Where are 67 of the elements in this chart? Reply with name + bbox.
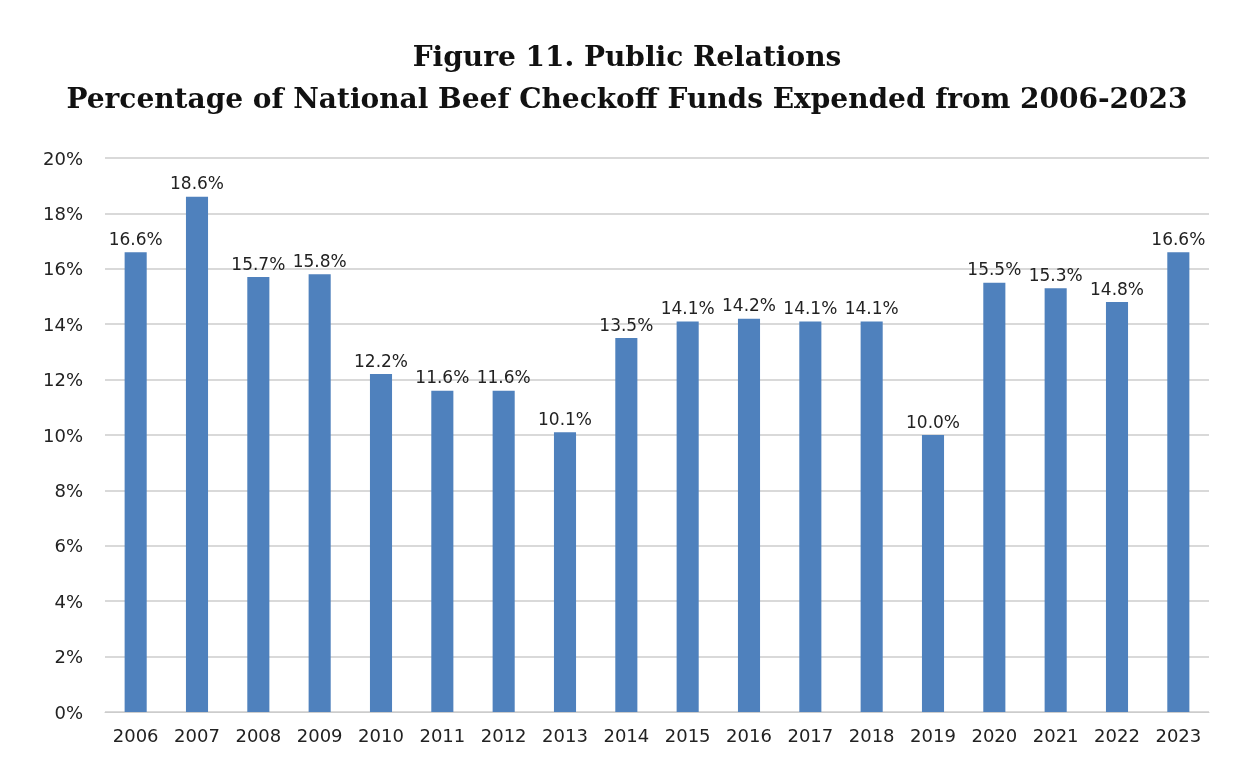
data-label: 10.0% bbox=[905, 411, 961, 432]
x-tick-label: 2021 bbox=[1032, 724, 1079, 746]
data-label: 15.7% bbox=[231, 253, 286, 274]
x-tick-label: 2011 bbox=[419, 724, 466, 746]
data-label: 11.6% bbox=[415, 367, 470, 388]
data-label: 16.6% bbox=[108, 228, 163, 249]
y-tick-label: 12% bbox=[42, 369, 83, 391]
chart-subtitle: Percentage of National Beef Checkoff Funds Expended from 2006-2023 bbox=[66, 81, 1188, 115]
data-label: 14.2% bbox=[721, 295, 777, 316]
x-tick-label: 2022 bbox=[1094, 724, 1140, 746]
x-tick-label: 2006 bbox=[112, 724, 159, 746]
bar bbox=[737, 318, 761, 712]
bar bbox=[983, 282, 1006, 712]
bar bbox=[615, 338, 638, 712]
bar bbox=[921, 435, 945, 712]
bar bbox=[308, 274, 331, 712]
y-tick-label: 8% bbox=[54, 479, 83, 501]
data-label: 12.2% bbox=[353, 350, 409, 371]
y-tick-label: 4% bbox=[54, 590, 83, 612]
data-label: 14.1% bbox=[783, 297, 838, 318]
bar bbox=[553, 432, 577, 712]
y-tick-label: 20% bbox=[42, 147, 83, 169]
data-label: 11.6% bbox=[476, 367, 531, 388]
data-label: 15.3% bbox=[1028, 264, 1083, 285]
bar bbox=[185, 196, 209, 712]
bar bbox=[1105, 302, 1129, 712]
y-tick-label: 18% bbox=[42, 202, 83, 224]
bar bbox=[247, 277, 270, 712]
chart-title: Figure 11. Public Relations bbox=[412, 39, 842, 73]
bar bbox=[676, 321, 699, 712]
data-label: 18.6% bbox=[169, 173, 225, 194]
data-label: 14.1% bbox=[844, 297, 899, 318]
x-tick-label: 2020 bbox=[971, 724, 1018, 746]
x-tick-label: 2016 bbox=[726, 724, 772, 746]
bar bbox=[1044, 288, 1067, 712]
x-tick-label: 2014 bbox=[603, 724, 650, 746]
x-tick-label: 2010 bbox=[358, 724, 404, 746]
data-label: 16.6% bbox=[1151, 228, 1206, 249]
x-tick-label: 2009 bbox=[296, 724, 343, 746]
data-label: 14.8% bbox=[1089, 278, 1145, 299]
data-label: 15.5% bbox=[967, 259, 1022, 280]
data-label: 14.1% bbox=[660, 297, 715, 318]
data-label: 13.5% bbox=[599, 314, 654, 335]
x-tick-label: 2013 bbox=[542, 724, 588, 746]
bar bbox=[860, 321, 883, 712]
y-tick-label: 2% bbox=[54, 646, 83, 668]
x-tick-label: 2012 bbox=[480, 724, 527, 746]
x-tick-label: 2017 bbox=[787, 724, 834, 746]
bar bbox=[799, 321, 822, 712]
y-tick-label: 10% bbox=[42, 424, 83, 446]
data-label: 10.1% bbox=[537, 408, 593, 429]
y-tick-label: 6% bbox=[54, 535, 83, 557]
bar bbox=[369, 374, 393, 712]
y-tick-label: 14% bbox=[42, 313, 83, 335]
bar bbox=[492, 390, 515, 712]
x-tick-label: 2019 bbox=[910, 724, 956, 746]
x-tick-label: 2023 bbox=[1155, 724, 1202, 746]
data-label: 15.8% bbox=[292, 250, 347, 271]
y-tick-label: 0% bbox=[54, 701, 83, 723]
bar bbox=[431, 390, 454, 712]
bar bbox=[1167, 252, 1190, 712]
x-tick-label: 2015 bbox=[664, 724, 711, 746]
y-tick-label: 16% bbox=[42, 258, 83, 280]
x-tick-label: 2008 bbox=[235, 724, 282, 746]
bar bbox=[124, 252, 147, 712]
x-tick-label: 2018 bbox=[848, 724, 895, 746]
x-tick-label: 2007 bbox=[174, 724, 220, 746]
